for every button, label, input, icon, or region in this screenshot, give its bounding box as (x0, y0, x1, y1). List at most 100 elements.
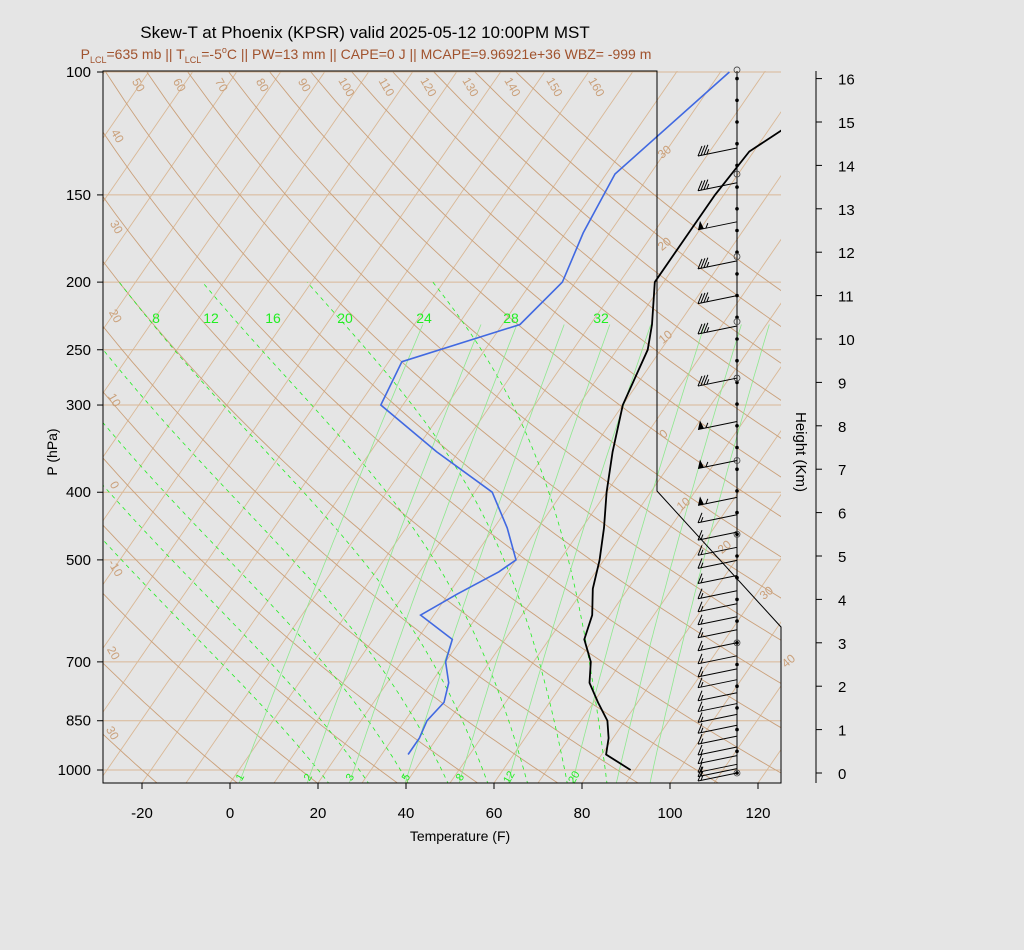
height-dot (735, 706, 739, 710)
wind-barb-staff (697, 703, 738, 713)
isotherm-label: 40 (779, 651, 798, 671)
wind-barb-feather (697, 601, 703, 612)
dry-adiabat (103, 195, 781, 774)
wind-barb-staff (697, 616, 738, 626)
wind-barb-half (700, 631, 704, 638)
dry-adiabat (146, 71, 781, 641)
y-tick-label: 850 (66, 713, 91, 730)
isotherm-line (103, 71, 194, 203)
wind-barb-staff (697, 735, 738, 745)
isotherm-line (103, 71, 414, 522)
chart-title: Skew-T at Phoenix (KPSR) valid 2025-05-1… (140, 23, 589, 42)
adiabat-label: 30 (103, 724, 122, 743)
moist-adiabat (306, 281, 568, 783)
wind-barb-half (700, 738, 704, 744)
mixing-ratio-label: 28 (503, 310, 519, 326)
mixing-ratio-label: 24 (416, 310, 432, 326)
dry-adiabat (103, 325, 639, 783)
wind-barb-feather (697, 762, 703, 773)
isotherm-line (103, 71, 326, 394)
wind-barb-half (700, 549, 704, 555)
height-tick-label: 7 (838, 462, 846, 479)
plot-border (102, 70, 782, 784)
mixing-ratio-label: 8 (152, 310, 160, 326)
y2-axis-label: Height (Km) (792, 412, 809, 492)
isotherm-line (846, 71, 1024, 783)
isotherm-line (103, 71, 458, 586)
height-ring (733, 457, 741, 464)
wind-barb-staff (697, 629, 738, 639)
plot-area (0, 71, 1024, 785)
x-tick-label: 0 (226, 805, 234, 822)
wind-barb-half (705, 422, 709, 429)
wind-barb-feather (697, 545, 703, 556)
height-ring (733, 66, 741, 74)
height-dot (735, 532, 739, 537)
adiabat-label: 60 (170, 76, 189, 95)
wind-barb-feather (697, 733, 703, 745)
isotherm-line (229, 71, 722, 783)
y-tick-label: 150 (66, 187, 91, 204)
wind-barb-feather (703, 257, 709, 268)
dry-adiabat (351, 71, 781, 439)
adiabat-label: 120 (417, 75, 439, 100)
y-tick-label: 1000 (58, 762, 91, 779)
wind-barb-staff (697, 460, 738, 470)
wind-barb-staff (697, 772, 738, 782)
wind-barb-feather (697, 145, 703, 157)
wind-barb-feather (697, 258, 703, 270)
dry-adiabat (103, 457, 479, 783)
isotherm-line (273, 71, 766, 783)
moist-adiabat (432, 281, 608, 783)
wind-barb-feather (697, 512, 703, 523)
mixing-ratio-line (348, 324, 518, 783)
mixing-ratio-line (238, 324, 424, 783)
wind-barb-half (700, 605, 704, 612)
wind-barb-staff (697, 692, 738, 702)
adiabat-label: 0 (107, 479, 123, 492)
dry-adiabat (0, 72, 79, 785)
height-tick-label: 4 (838, 592, 846, 609)
adiabat-label: 20 (106, 307, 125, 326)
isotherm-line (103, 71, 502, 650)
wind-barb-staff (697, 713, 738, 723)
mixing-ratio-line (306, 324, 482, 783)
wind-barb-feather (697, 723, 703, 734)
height-ring (733, 639, 741, 647)
isotherm-label: 30 (655, 142, 674, 162)
wind-barb-staff (697, 182, 738, 192)
height-tick-label: 11 (838, 289, 854, 306)
wind-barb-staff (697, 260, 738, 270)
wind-barb-feather (697, 640, 703, 651)
height-dot (735, 228, 739, 233)
x-tick-label: 100 (657, 805, 682, 822)
isotherm-line (361, 174, 781, 783)
wind-barb-half (706, 326, 710, 333)
wind-barb-half (700, 592, 704, 599)
isotherm-label: 20 (715, 537, 734, 557)
wind-barbs (697, 66, 741, 782)
wind-barb-feather (700, 292, 706, 304)
moist-adiabat (103, 539, 330, 783)
dry-adiabat (187, 71, 781, 599)
height-ring (733, 769, 741, 777)
height-dot (735, 76, 739, 81)
wind-barb-feather (700, 179, 706, 191)
wind-barb-half (700, 681, 704, 688)
wind-barb-half (705, 223, 709, 229)
wind-barb-feather (697, 627, 703, 638)
mixing-ratio-label: 1 (234, 772, 247, 783)
height-dot (735, 445, 739, 450)
wind-barb-feather (697, 180, 703, 191)
adiabat-label: 20 (104, 644, 123, 663)
mixing-ratio-line (507, 324, 652, 783)
wind-barb-flag (698, 459, 704, 469)
adiabat-label: 70 (212, 76, 231, 95)
height-dot (735, 597, 739, 602)
isotherm-line (103, 71, 150, 139)
x-tick-label: 120 (745, 805, 770, 822)
mixing-ratio-label: 3 (344, 772, 357, 783)
mixing-ratio-label: 12 (501, 769, 518, 786)
height-dot (735, 424, 739, 428)
